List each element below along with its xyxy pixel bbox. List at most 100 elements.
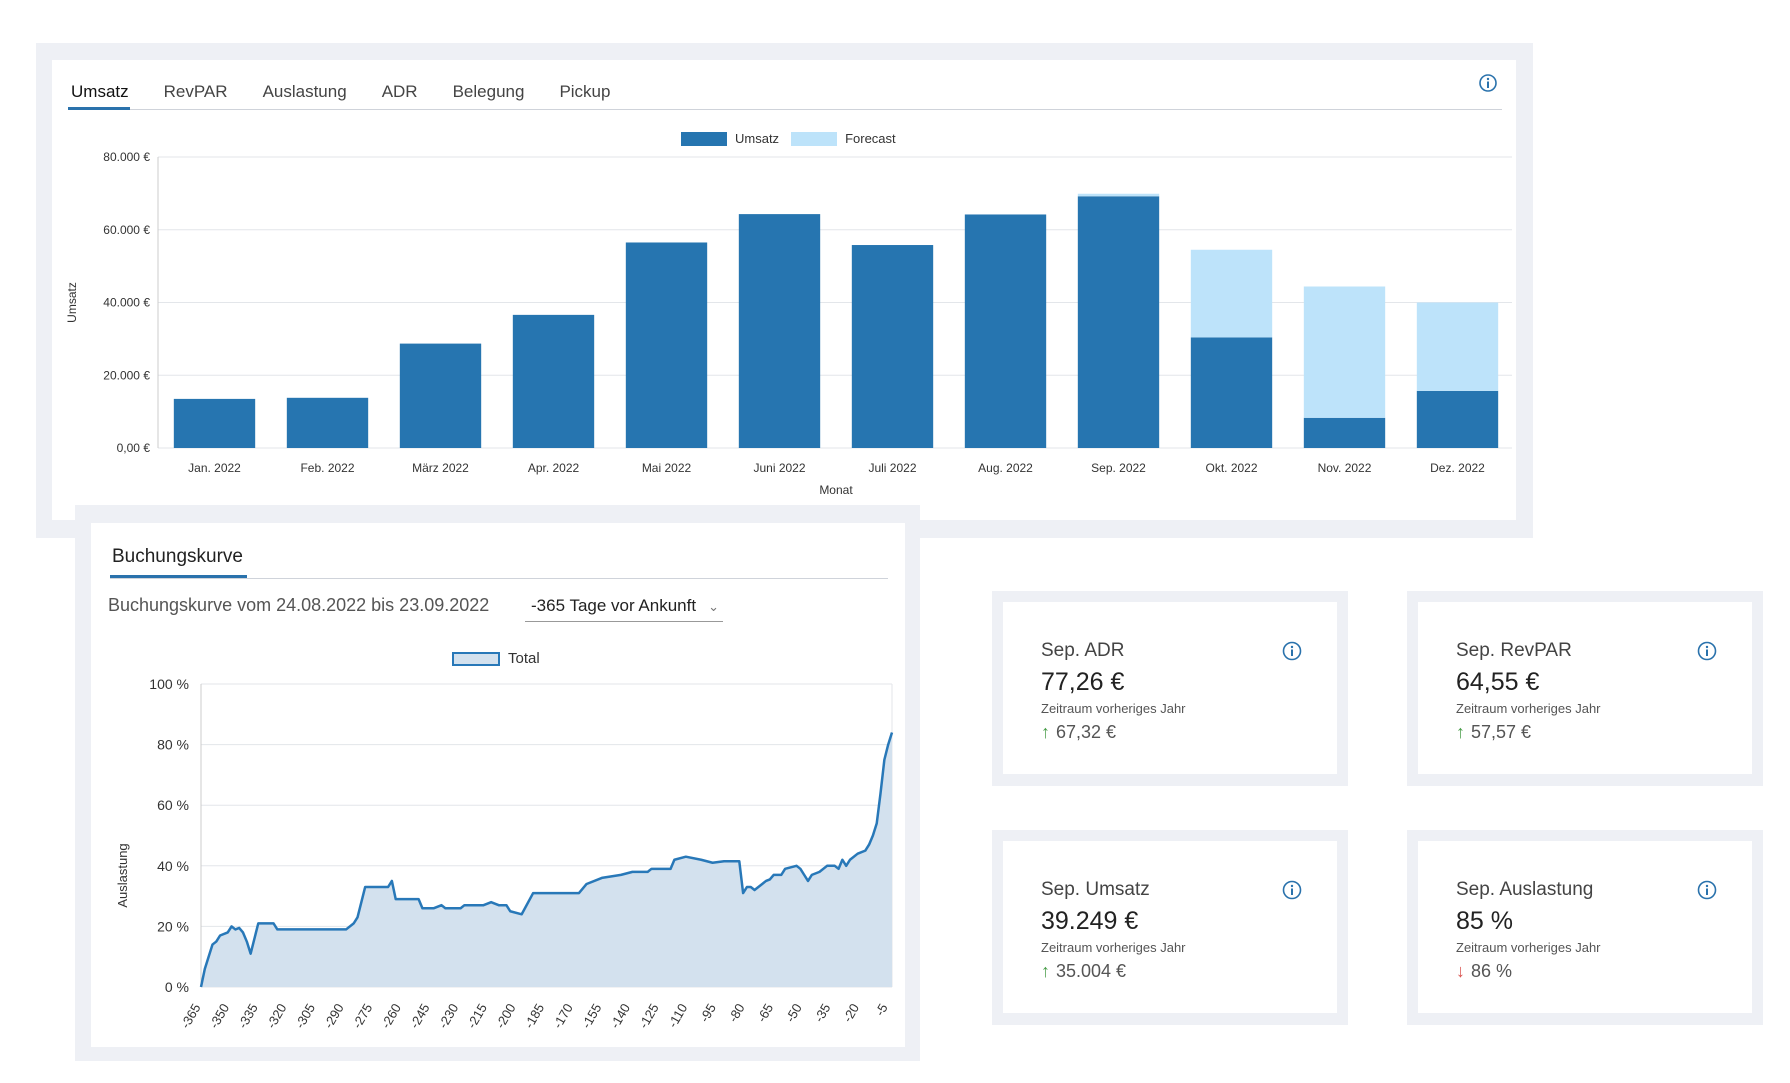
bar-umsatz — [625, 242, 708, 448]
x-tick-label: Feb. 2022 — [300, 461, 354, 475]
x-tick-label: -95 — [697, 1001, 719, 1025]
tab-umsatz[interactable]: Umsatz — [71, 82, 129, 101]
x-tick-label: Aug. 2022 — [978, 461, 1033, 475]
x-tick-label: -215 — [464, 1001, 490, 1030]
booking-tabs-divider — [110, 578, 888, 579]
kpi-title: Sep. Auslastung — [1456, 879, 1594, 900]
kpi-prev-label: Zeitraum vorheriges Jahr — [1456, 940, 1601, 955]
x-tick-label: -335 — [235, 1001, 261, 1030]
x-tick-label: März 2022 — [412, 461, 469, 475]
arrow-up-icon: ↑ — [1456, 722, 1465, 742]
kpi-prev: ↑ 57,57 € — [1456, 722, 1531, 743]
bar-umsatz — [1416, 390, 1499, 448]
select-value: -365 Tage vor Ankunft — [531, 596, 697, 615]
kpi-prev: ↑ 67,32 € — [1041, 722, 1116, 743]
x-tick-label: -275 — [349, 1001, 375, 1030]
bar-forecast — [1190, 249, 1273, 338]
arrow-up-icon: ↑ — [1041, 722, 1050, 742]
bar-umsatz — [399, 343, 482, 448]
kpi-prev-label: Zeitraum vorheriges Jahr — [1041, 940, 1186, 955]
y-tick-label: 40 % — [157, 858, 189, 874]
x-tick-label: -65 — [754, 1001, 776, 1025]
info-icon[interactable] — [1696, 640, 1718, 662]
y-tick-label: 100 % — [149, 676, 189, 692]
y-tick-label: 0,00 € — [117, 441, 151, 455]
revenue-legend: Umsatz Forecast — [681, 131, 896, 146]
legend-swatch-forecast — [791, 131, 838, 146]
x-tick-label: -290 — [321, 1001, 347, 1030]
x-tick-label: Okt. 2022 — [1205, 461, 1257, 475]
tab-adr[interactable]: ADR — [381, 82, 418, 101]
tab-belegung[interactable]: Belegung — [452, 82, 525, 101]
tab-revpar[interactable]: RevPAR — [163, 82, 228, 101]
days-before-arrival-select[interactable]: -365 Tage vor Ankunft ⌄ — [525, 596, 723, 622]
kpi-prev: ↓ 86 % — [1456, 961, 1512, 982]
bar-umsatz — [512, 314, 595, 448]
chevron-down-icon: ⌄ — [708, 599, 719, 614]
x-tick-label: -320 — [263, 1001, 289, 1030]
x-tick-label: -230 — [435, 1001, 461, 1030]
x-tick-label: -140 — [607, 1001, 633, 1030]
kpi-card-adr: Sep. ADR 77,26 € Zeitraum vorheriges Jah… — [1003, 602, 1337, 774]
kpi-prev-value: 86 % — [1471, 961, 1513, 981]
x-tick-label: -185 — [521, 1001, 547, 1030]
bar-umsatz — [851, 245, 934, 448]
y-axis-label: Auslastung — [115, 843, 130, 907]
kpi-title: Sep. Umsatz — [1041, 879, 1150, 900]
tab-auslastung[interactable]: Auslastung — [262, 82, 347, 101]
kpi-title: Sep. RevPAR — [1456, 640, 1572, 661]
bar-forecast — [1077, 193, 1160, 197]
kpi-card-revpar: Sep. RevPAR 64,55 € Zeitraum vorheriges … — [1418, 602, 1752, 774]
info-icon[interactable] — [1281, 879, 1303, 901]
bar-umsatz — [738, 214, 821, 448]
arrow-down-icon: ↓ — [1456, 961, 1465, 981]
bar-umsatz — [286, 397, 369, 448]
booking-active-tab-indicator — [110, 575, 247, 578]
booking-legend: Total — [452, 650, 540, 667]
kpi-value: 85 % — [1456, 907, 1513, 935]
y-tick-label: 0 % — [165, 979, 189, 995]
bar-forecast — [1416, 302, 1499, 391]
revenue-bar-chart: 0,00 € 20.000 € 40.000 € 60.000 € 80.000 € Ja… — [65, 150, 1512, 497]
x-tick-label: -80 — [725, 1001, 747, 1025]
x-tick-label: Juli 2022 — [868, 461, 916, 475]
x-tick-label: -170 — [550, 1001, 576, 1030]
bar-umsatz — [964, 214, 1047, 448]
info-icon[interactable] — [1696, 879, 1718, 901]
x-tick-label: Jan. 2022 — [188, 461, 241, 475]
arrow-up-icon: ↑ — [1041, 961, 1050, 981]
x-tick-label: -35 — [811, 1001, 833, 1025]
x-tick-label: -200 — [493, 1001, 519, 1030]
x-tick-label: -365 — [178, 1001, 204, 1030]
x-tick-label: Juni 2022 — [753, 461, 805, 475]
y-tick-label: 40.000 € — [103, 296, 150, 310]
x-tick-label: -5 — [872, 1001, 891, 1019]
area-total — [201, 732, 892, 987]
info-icon[interactable] — [1477, 72, 1499, 94]
x-tick-label: -260 — [378, 1001, 404, 1030]
kpi-prev-label: Zeitraum vorheriges Jahr — [1456, 701, 1601, 716]
bar-umsatz — [173, 398, 256, 448]
kpi-card-umsatz: Sep. Umsatz 39.249 € Zeitraum vorheriges… — [1003, 841, 1337, 1013]
x-tick-label: Sep. 2022 — [1091, 461, 1146, 475]
legend-label-forecast: Forecast — [845, 131, 896, 146]
active-tab-indicator — [68, 107, 130, 110]
metric-tabs: Umsatz RevPAR Auslastung ADR Belegung Pi… — [71, 82, 645, 110]
x-tick-label: -50 — [782, 1001, 804, 1025]
bar-umsatz — [1303, 417, 1386, 448]
x-tick-label: -245 — [407, 1001, 433, 1030]
legend-swatch-umsatz — [681, 131, 727, 146]
info-icon[interactable] — [1281, 640, 1303, 662]
y-tick-label: 80 % — [157, 737, 189, 753]
x-tick-label: Mai 2022 — [642, 461, 692, 475]
tab-pickup[interactable]: Pickup — [559, 82, 611, 101]
y-axis-label: Umsatz — [65, 282, 79, 323]
bar-forecast — [1303, 286, 1386, 418]
legend-label-total: Total — [508, 650, 540, 667]
legend-label-umsatz: Umsatz — [735, 131, 780, 146]
x-tick-label: -110 — [665, 1001, 691, 1030]
kpi-prev-value: 57,57 € — [1471, 722, 1532, 742]
x-tick-label: -350 — [206, 1001, 232, 1030]
tab-buchungskurve[interactable]: Buchungskurve — [112, 546, 243, 567]
x-tick-label: -20 — [840, 1001, 862, 1025]
